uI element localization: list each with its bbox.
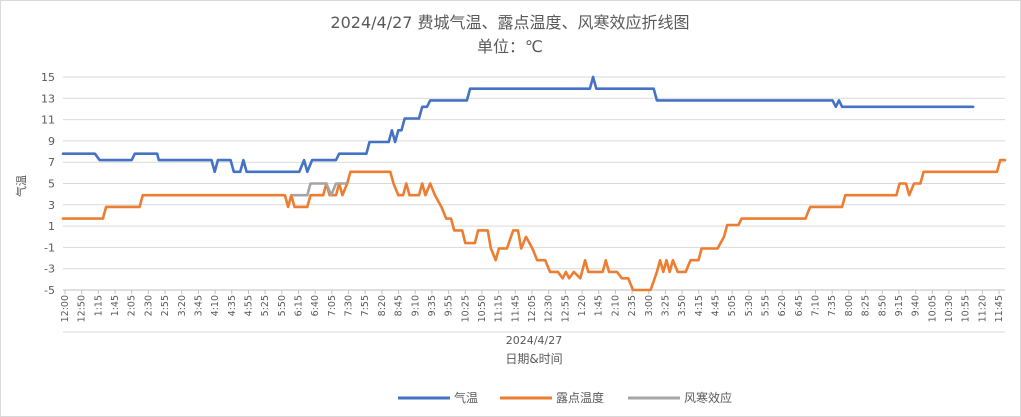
- x-tick-label: 1:45: [594, 295, 605, 316]
- x-tick-label: 5:50: [277, 295, 288, 316]
- x-tick-label: 11:45: [510, 295, 521, 322]
- x-tick-label: 7:35: [827, 295, 838, 316]
- y-tick-label: 5: [48, 178, 55, 191]
- x-tick-label: 7:30: [344, 295, 355, 316]
- x-tick-label: 8:00: [844, 295, 855, 316]
- x-tick-label: 7:10: [811, 295, 822, 316]
- legend: 气温 露点温度 风寒效应: [398, 390, 732, 405]
- x-tick-label: 2:30: [143, 295, 154, 316]
- y-tick-label: 1: [48, 220, 55, 233]
- x-tick-label: 4:10: [210, 295, 221, 316]
- x-tick-label: 4:55: [243, 295, 254, 316]
- x-tick-label: 10:55: [961, 295, 972, 322]
- legend-label: 风寒效应: [684, 390, 732, 405]
- series-line-风寒效应: [291, 182, 347, 197]
- series-lines: [61, 75, 1007, 292]
- y-tick-label: 7: [48, 156, 55, 169]
- x-tick-label: 3:25: [660, 295, 671, 316]
- x-tick-label: 9:55: [444, 295, 455, 316]
- y-tick-label: -1: [44, 241, 55, 254]
- x-tick-label: 12:05: [527, 295, 538, 322]
- x-tick-label: 8:50: [877, 295, 888, 316]
- x-tick-label: 2:05: [127, 295, 138, 316]
- x-tick-label: 1:15: [93, 295, 104, 316]
- x-tick-label: 3:50: [677, 295, 688, 316]
- y-tick-label: -3: [44, 263, 55, 276]
- grid-lines: [63, 76, 1005, 291]
- x-tick-label: 12:00: [60, 295, 71, 322]
- x-tick-label: 2:55: [160, 295, 171, 316]
- x-tick-label: 5:05: [727, 295, 738, 316]
- x-tick-label: 9:10: [410, 295, 421, 316]
- x-tick-label: 5:30: [744, 295, 755, 316]
- series-line-露点温度: [61, 158, 1007, 292]
- x-tick-label: 7:05: [327, 295, 338, 316]
- x-tick-label: 11:20: [977, 295, 988, 322]
- y-tick-label: -5: [44, 284, 55, 297]
- y-axis-title: 气温: [14, 175, 28, 197]
- x-tick-label: 6:20: [777, 295, 788, 316]
- x-tick-label: 8:45: [394, 295, 405, 316]
- x-axis-date-label: 2024/4/27: [506, 334, 562, 347]
- x-tick-label: 6:45: [794, 295, 805, 316]
- x-tick-label: 6:40: [310, 295, 321, 316]
- legend-label: 露点温度: [556, 390, 604, 405]
- x-tick-label: 10:05: [927, 295, 938, 322]
- y-tick-label: 9: [48, 135, 55, 148]
- x-tick-label: 10:25: [460, 295, 471, 322]
- x-tick-label: 3:45: [193, 295, 204, 316]
- x-tick-label: 10:50: [477, 295, 488, 322]
- series-line-气温: [61, 75, 975, 174]
- x-tick-label: 6:15: [294, 295, 305, 316]
- x-tick-label: 1:20: [577, 295, 588, 316]
- x-tick-label: 3:20: [177, 295, 188, 316]
- x-tick-label: 5:25: [260, 295, 271, 316]
- x-tick-label: 11:15: [494, 295, 505, 322]
- x-tick-label: 9:15: [894, 295, 905, 316]
- y-tick-label: 13: [41, 92, 55, 105]
- x-tick-label: 5:55: [761, 295, 772, 316]
- x-tick-label: 7:55: [360, 295, 371, 316]
- x-tick-label: 2:35: [627, 295, 638, 316]
- x-tick-label: 1:45: [110, 295, 121, 316]
- y-tick-label: 15: [41, 71, 55, 84]
- x-tick-label: 8:20: [377, 295, 388, 316]
- x-tick-label: 12:55: [560, 295, 571, 322]
- x-tick-label: 3:00: [644, 295, 655, 316]
- x-tick-label: 9:35: [427, 295, 438, 316]
- x-tick-label: 12:50: [77, 295, 88, 322]
- x-tick-label: 8:25: [861, 295, 872, 316]
- x-tick-label: 12:30: [544, 295, 555, 322]
- x-tick-label: 2:10: [610, 295, 621, 316]
- x-tick-label: 11:45: [994, 295, 1005, 322]
- legend-label: 气温: [454, 390, 478, 405]
- chart-title: 2024/4/27 费城气温、露点温度、风寒效应折线图: [330, 13, 689, 32]
- x-tick-label: 4:15: [694, 295, 705, 316]
- x-axis-title: 日期&时间: [505, 352, 562, 366]
- chart-subtitle: 单位：℃: [477, 37, 543, 56]
- y-tick-label: 3: [48, 199, 55, 212]
- x-tick-label: 4:35: [227, 295, 238, 316]
- x-tick-label: 10:30: [944, 295, 955, 322]
- x-tick-label: 9:40: [911, 295, 922, 316]
- x-tick-label: 4:45: [710, 295, 721, 316]
- y-tick-label: 11: [41, 114, 55, 127]
